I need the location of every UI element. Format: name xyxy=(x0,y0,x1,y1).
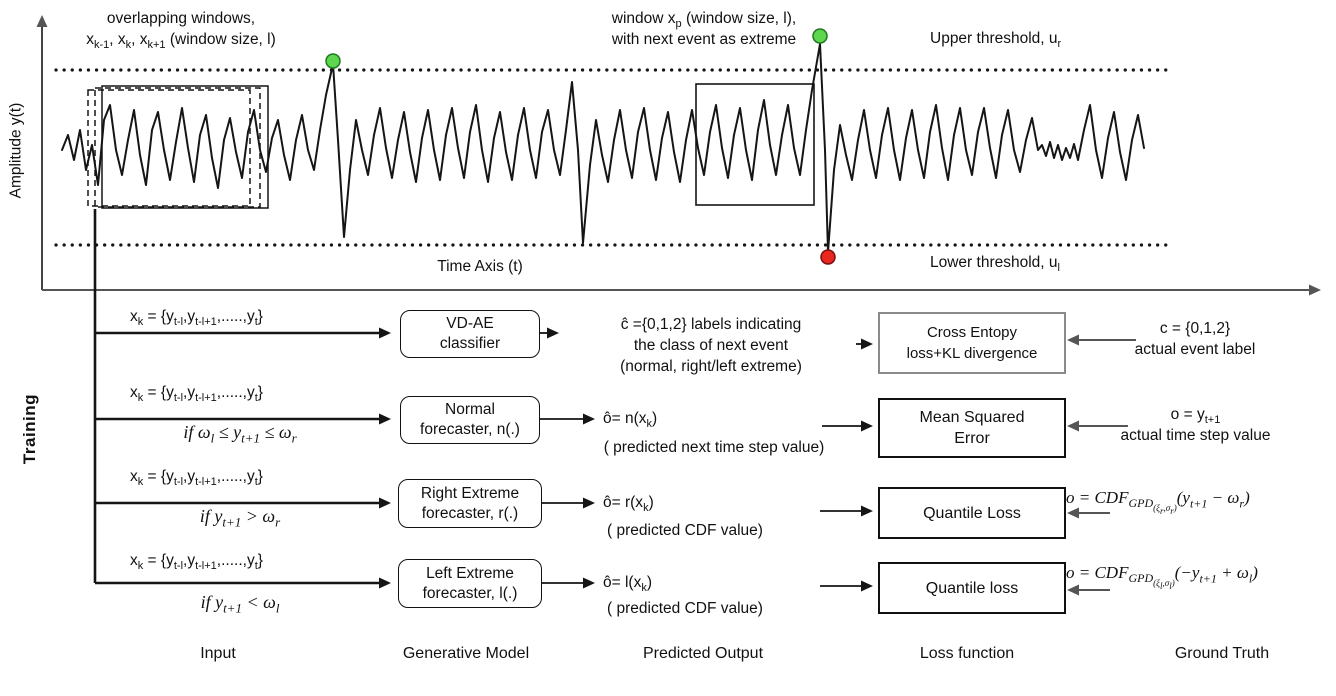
row3-input-text: xk = {yt-l,yt-l+1,.....,yt} xyxy=(130,468,263,489)
groundtruth-to-loss-arrows xyxy=(1067,334,1136,596)
cross-entropy-loss-box: Cross Entopy loss+KL divergence xyxy=(878,312,1066,374)
row4-input-text: xk = {yt-l,yt-l+1,.....,yt} xyxy=(130,552,263,573)
model-to-predicted-arrows xyxy=(540,327,595,589)
lower-extreme-marker xyxy=(820,249,836,265)
row3-ground-truth-formula: o = CDFGPD(ξr,σr)(yt+1 − ωr) xyxy=(1066,488,1250,516)
right-extreme-forecaster-box: Right Extreme forecaster, r(.) xyxy=(398,479,542,528)
column-label-generative-model: Generative Model xyxy=(402,645,530,662)
y-axis-label: Amplitude y(t) xyxy=(7,102,25,199)
cross-entropy-loss-label: Cross Entopy loss+KL divergence xyxy=(906,324,1038,362)
row4-predicted-note-text: ( predicted CDF value) xyxy=(607,600,763,617)
left-extreme-forecaster-box: Left Extreme forecaster, l(.) xyxy=(398,559,542,608)
window-p-rect xyxy=(695,83,815,206)
quantile-loss-right-label: Quantile Loss xyxy=(923,504,1021,522)
row2-input-text: xk = {yt-l,yt-l+1,.....,yt} xyxy=(130,384,263,405)
column-label-input: Input xyxy=(200,645,236,662)
row3-condition-text: if yt+1 > ωr xyxy=(199,506,281,530)
row1-ground-truth-text: c = {0,1,2} actual event label xyxy=(1134,320,1256,358)
vdae-classifier-label: VD-AE classifier xyxy=(439,315,501,352)
vdae-classifier-box: VD-AE classifier xyxy=(400,310,540,358)
row2-predicted-note-text: ( predicted next time step value) xyxy=(603,439,825,456)
row4-condition-text: if yt+1 < ωl xyxy=(200,592,280,616)
column-label-predicted-output: Predicted Output xyxy=(642,645,764,662)
row2-condition-text: if ωl ≤ yt+1 ≤ ωr xyxy=(183,422,297,446)
upper-extreme-marker-2 xyxy=(812,28,828,44)
overlapping-window-rects xyxy=(87,85,269,209)
right-extreme-forecaster-label: Right Extreme forecaster, r(.) xyxy=(420,484,520,522)
predicted-to-loss-arrows xyxy=(820,338,873,592)
quantile-loss-box-right: Quantile Loss xyxy=(878,487,1066,539)
signal-waveform xyxy=(61,43,1145,253)
quantile-loss-left-label: Quantile loss xyxy=(925,579,1019,597)
upper-extreme-marker-1 xyxy=(325,53,341,69)
normal-forecaster-box: Normal forecaster, n(.) xyxy=(400,396,540,444)
overlapping-windows-annotation: overlapping windows, xk-1, xk, xk+1 (wind… xyxy=(86,10,276,52)
row4-predicted-main-text: ô= l(xk) xyxy=(603,574,653,595)
upper-threshold-label: Upper threshold, ur xyxy=(930,30,1062,51)
row2-predicted-main-text: ô= n(xk) xyxy=(603,410,658,431)
input-branch-connector xyxy=(93,209,391,589)
column-label-loss-function: Loss function xyxy=(919,645,1015,662)
normal-forecaster-label: Normal forecaster, n(.) xyxy=(420,401,520,438)
row1-input-text: xk = {yt-l,yt-l+1,.....,yt} xyxy=(130,308,263,329)
left-extreme-forecaster-label: Left Extreme forecaster, l(.) xyxy=(422,564,518,602)
x-axis-label: Time Axis (t) xyxy=(437,258,523,275)
row3-predicted-note-text: ( predicted CDF value) xyxy=(607,522,763,539)
quantile-loss-box-left: Quantile loss xyxy=(878,562,1066,614)
row1-predicted-output-text: ĉ ={0,1,2} labels indicating the class of… xyxy=(620,316,802,375)
row2-ground-truth-text: o = yt+1 actual time step value xyxy=(1120,406,1271,444)
window-p-annotation: window xp (window size, l), with next eve… xyxy=(611,10,797,48)
mse-loss-box: Mean Squared Error xyxy=(878,398,1066,458)
training-label: Training xyxy=(20,393,39,465)
row4-ground-truth-formula: o = CDFGPD(ξl,σl)(−yt+1 + ωl) xyxy=(1066,563,1258,591)
lower-threshold-label: Lower threshold, ul xyxy=(930,254,1060,275)
row3-predicted-main-text: ô= r(xk) xyxy=(603,494,654,515)
mse-loss-label: Mean Squared Error xyxy=(919,409,1025,447)
column-label-ground-truth: Ground Truth xyxy=(1174,645,1270,662)
